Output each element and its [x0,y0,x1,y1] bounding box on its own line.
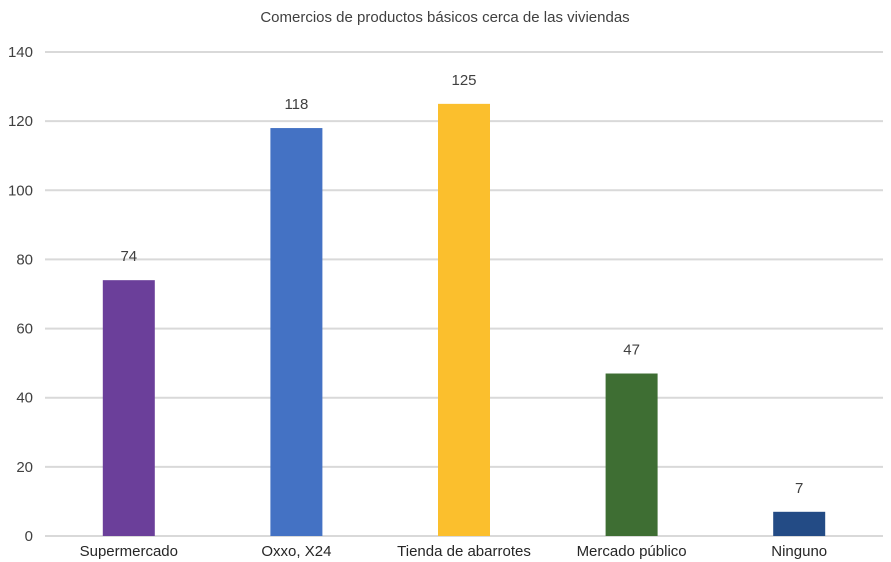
y-tick-label: 120 [8,113,33,130]
data-label: 7 [795,480,803,497]
bar [270,128,323,537]
y-tick-label: 140 [8,44,33,61]
category-label: Mercado público [577,543,687,560]
category-label: Oxxo, X24 [261,543,331,560]
category-label: Ninguno [771,543,827,560]
category-label: Supermercado [80,543,178,560]
data-labels: 74 118 125 47 7 [120,72,803,497]
data-label: 118 [284,96,308,113]
bars [102,103,826,537]
data-label: 74 [120,248,137,265]
bar [102,280,155,536]
category-label: Tienda de abarrotes [397,543,531,560]
x-axis-category-labels: Supermercado Oxxo, X24 Tienda de abarrotes… [80,543,828,560]
y-tick-label: 20 [16,459,33,476]
y-tick-label: 0 [25,528,33,545]
y-tick-label: 60 [16,321,33,338]
y-axis-tick-labels: 0 20 40 60 80 100 120 140 [8,44,33,545]
bar [605,373,658,536]
data-label: 125 [451,72,476,89]
chart-title: Comercios de productos básicos cerca de … [260,9,629,26]
y-tick-label: 80 [16,251,33,268]
y-tick-label: 100 [8,182,33,199]
y-tick-label: 40 [16,390,33,407]
bar [773,511,826,536]
bar [438,103,490,536]
data-label: 47 [623,342,640,359]
